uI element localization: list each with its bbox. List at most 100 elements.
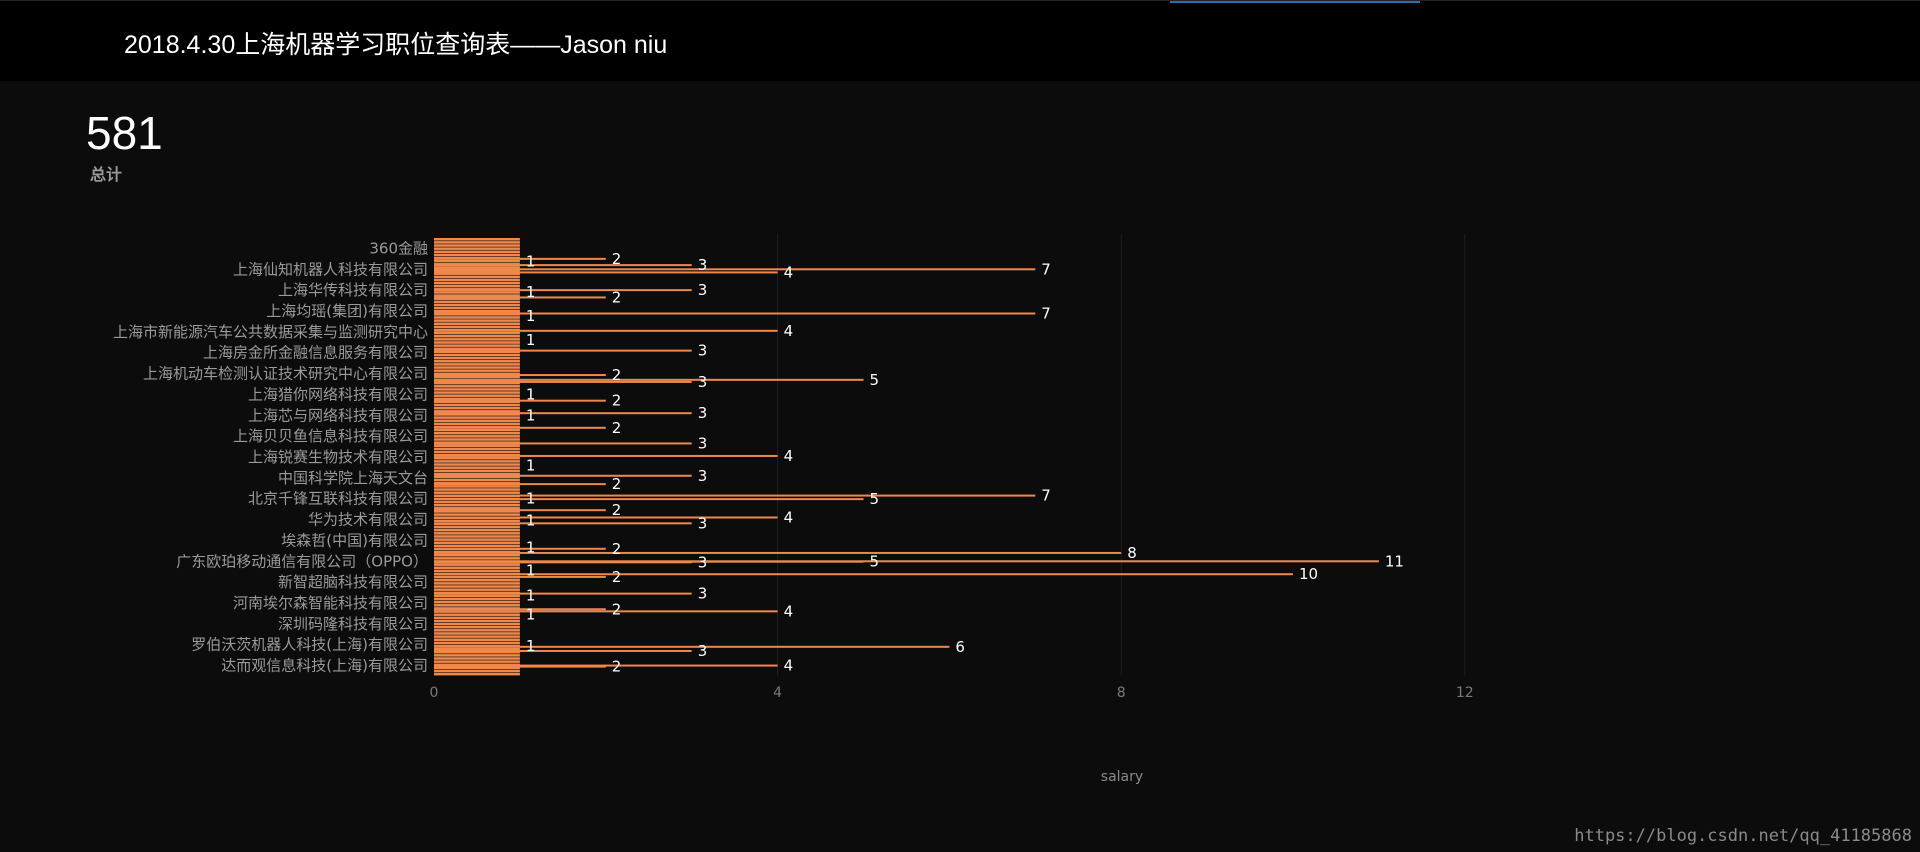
bar-1 [434, 257, 606, 260]
bar-9 [434, 312, 1036, 315]
category-label-18: 深圳码隆科技有限公司 [278, 615, 428, 633]
data-label-41: 10 [1299, 565, 1318, 583]
bar-unit [434, 413, 520, 416]
category-label-12: 北京千锋互联科技有限公司 [248, 490, 428, 508]
bar-unit [434, 569, 520, 573]
bar-unit [434, 566, 520, 570]
data-label-22: 4 [784, 447, 794, 465]
bar-unit [434, 616, 520, 620]
bar-unit [434, 278, 520, 282]
bar-unit [434, 416, 520, 419]
bar-unit [434, 535, 520, 538]
x-tick-label-8: 8 [1117, 685, 1126, 701]
data-label-50: 2 [612, 658, 622, 676]
bar-unit [434, 428, 520, 432]
data-label-42: 3 [698, 585, 708, 603]
category-label-7: 上海猎你网络科技有限公司 [248, 385, 428, 403]
bar-unit [434, 247, 520, 250]
bar-unit [434, 375, 520, 379]
bar-29 [434, 509, 606, 512]
category-label-14: 埃森哲(中国)有限公司 [281, 531, 428, 549]
bar-unit [434, 600, 520, 604]
bar-unit [434, 372, 520, 376]
bar-unit [434, 538, 520, 541]
bar-unit [434, 297, 520, 300]
data-label-28: 5 [870, 490, 880, 508]
bar-40 [434, 575, 606, 578]
category-label-4: 上海市新能源汽车公共数据采集与监测研究中心 [113, 323, 428, 341]
bar-unit [434, 322, 520, 325]
data-label-43: 1 [526, 587, 536, 605]
bar-unit [434, 585, 520, 588]
data-label-46: 4 [784, 602, 794, 620]
bar-41 [434, 573, 1293, 576]
bar-4 [434, 268, 1036, 271]
bar-unit [434, 563, 520, 566]
bar-2 [434, 264, 692, 267]
bar-unit [434, 369, 520, 372]
bar-unit [434, 275, 520, 279]
data-label-12: 3 [698, 342, 708, 360]
bar-unit [434, 629, 520, 632]
bar-unit [434, 654, 520, 657]
bar-unit [434, 394, 520, 397]
bar-21 [434, 442, 692, 445]
data-label-27: 1 [526, 489, 536, 507]
bar-6 [434, 296, 606, 299]
header-bar: 2018.4.30上海机器学习职位查询表——Jason niu [0, 0, 1920, 81]
bar-unit [434, 319, 520, 322]
data-label-4: 7 [1041, 260, 1051, 278]
data-label-51: 4 [784, 657, 794, 675]
bar-unit [434, 438, 520, 441]
data-label-31: 1 [526, 512, 536, 530]
bar-unit [434, 485, 520, 488]
header-accent-line [1170, 1, 1420, 3]
data-label-17: 2 [612, 392, 622, 410]
bar-unit [434, 503, 520, 507]
bar-15 [434, 378, 864, 381]
bar-unit [434, 541, 520, 544]
bar-unit [434, 594, 520, 598]
bar-unit [434, 619, 520, 623]
category-label-11: 中国科学院上海天文台 [278, 469, 428, 487]
bar-unit [434, 582, 520, 585]
data-label-30: 4 [784, 508, 794, 526]
data-label-32: 3 [698, 514, 708, 532]
bar-46 [434, 610, 778, 613]
data-label-8: 1 [526, 307, 536, 325]
bar-unit [434, 281, 520, 285]
bar-34 [434, 547, 606, 550]
data-label-1: 2 [612, 250, 622, 268]
bar-28 [434, 498, 864, 501]
category-label-20: 达而观信息科技(上海)有限公司 [221, 657, 428, 675]
bar-unit [434, 406, 520, 410]
category-label-10: 上海锐赛生物技术有限公司 [248, 448, 428, 466]
bar-unit [434, 650, 520, 654]
category-label-6: 上海机动车检测认证技术研究中心有限公司 [143, 365, 428, 383]
data-label-2: 3 [698, 256, 708, 274]
bar-13 [434, 374, 606, 377]
bar-unit [434, 510, 520, 513]
category-label-19: 罗伯沃茨机器人科技(上海)有限公司 [191, 636, 428, 654]
data-label-38: 5 [870, 553, 880, 571]
bar-7 [434, 289, 692, 292]
bar-17 [434, 399, 606, 402]
bar-unit [434, 381, 520, 385]
bar-47 [434, 645, 950, 648]
bar-unit [434, 635, 520, 638]
bar-unit [434, 666, 520, 670]
data-label-34: 2 [612, 540, 622, 558]
bar-42 [434, 592, 692, 595]
bar-unit [434, 269, 520, 272]
category-label-1: 上海仙知机器人科技有限公司 [233, 260, 428, 278]
bar-unit [434, 334, 520, 338]
bar-unit [434, 435, 520, 438]
bar-unit [434, 447, 520, 451]
bar-unit [434, 397, 520, 401]
bar-unit [434, 331, 520, 335]
bar-unit [434, 588, 520, 591]
category-label-15: 广东欧珀移动通信有限公司（OPPO） [176, 552, 428, 570]
bar-unit [434, 422, 520, 426]
data-label-11: 1 [526, 331, 536, 349]
